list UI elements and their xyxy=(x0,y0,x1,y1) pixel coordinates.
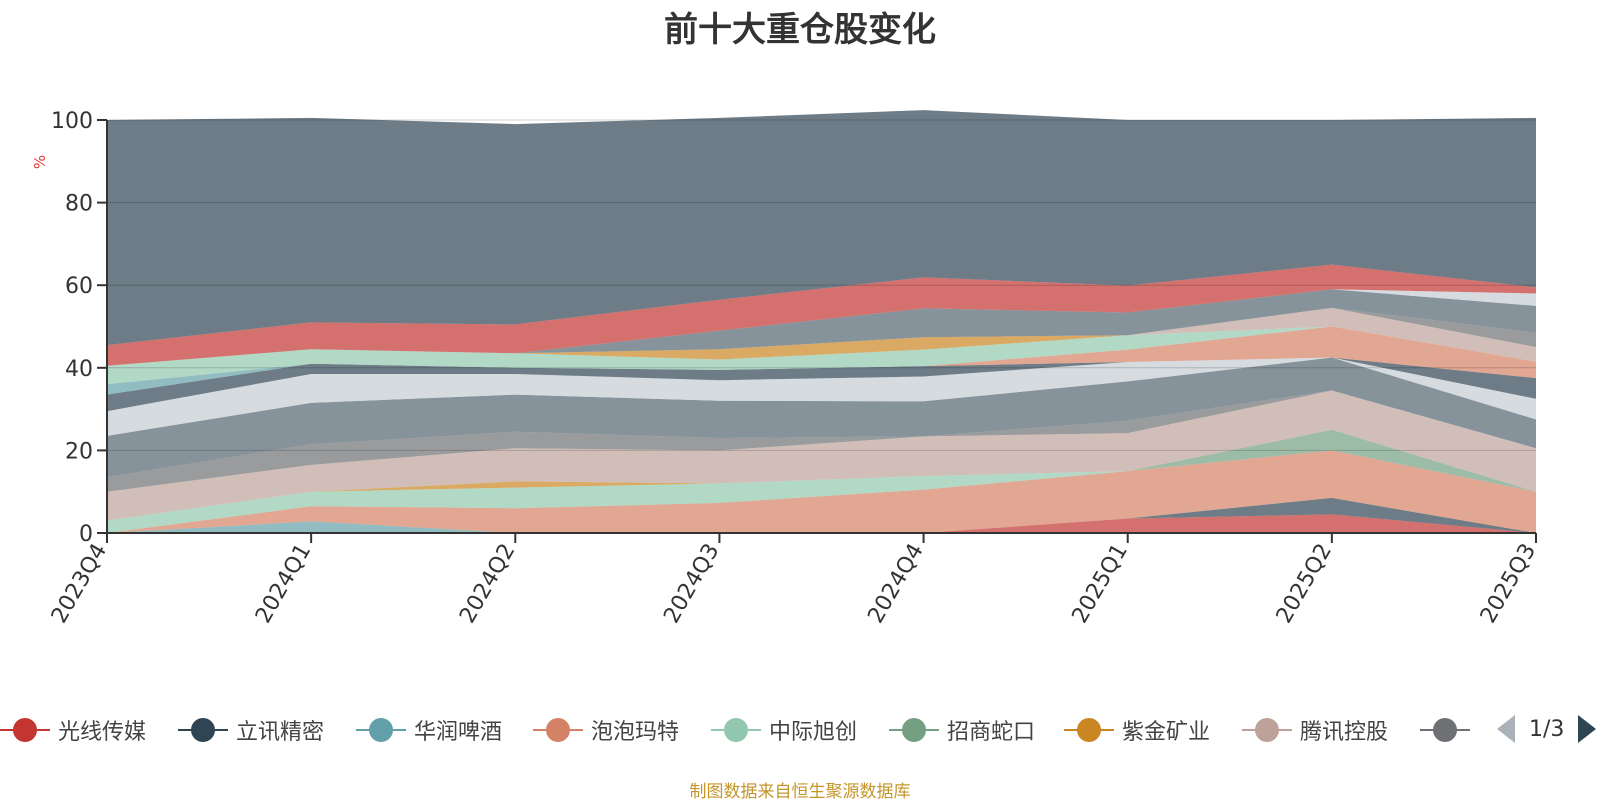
area-series-0[interactable] xyxy=(107,514,1536,533)
legend-marker-icon xyxy=(356,715,406,745)
legend-item[interactable]: 紫金矿业 xyxy=(1064,710,1210,750)
x-tick-label: 2024Q2 xyxy=(455,540,520,628)
legend-marker-icon xyxy=(178,715,228,745)
area-series-15[interactable] xyxy=(107,326,1536,366)
legend-item[interactable]: 光线传媒 xyxy=(0,710,146,750)
legend-label: 招商蛇口 xyxy=(947,720,1036,745)
area-series-4[interactable] xyxy=(107,450,1536,533)
area-series-10[interactable] xyxy=(107,357,1536,436)
legend-item[interactable]: 华润啤酒 xyxy=(356,710,502,750)
y-tick-label: 20 xyxy=(65,439,93,464)
y-tick-label: 40 xyxy=(65,357,93,382)
legend-pager: 1/3 xyxy=(1497,714,1597,744)
area-series-14[interactable] xyxy=(107,326,1536,385)
legend-label: 紫金矿业 xyxy=(1122,720,1211,745)
area-series-13[interactable] xyxy=(107,326,1536,385)
grid-lines xyxy=(107,119,1536,534)
data-source-note: 制图数据来自恒生聚源数据库 xyxy=(689,782,911,802)
area-series-8[interactable] xyxy=(107,390,1536,492)
x-tick-label: 2024Q3 xyxy=(659,540,724,628)
area-series-11[interactable] xyxy=(107,357,1536,412)
chart-plot: 0 20 40 60 80 100 2023Q4 2024Q1 2024Q2 2024Q3 2024… xyxy=(31,109,1541,628)
legend-item[interactable]: 腾讯控股 xyxy=(1242,710,1388,750)
x-tick-label: 2024Q4 xyxy=(863,540,928,628)
legend-label: 中际旭创 xyxy=(769,720,858,745)
legend-label: 光线传媒 xyxy=(58,720,147,745)
x-tick-label: 2025Q2 xyxy=(1272,540,1337,628)
legend-marker-icon xyxy=(1242,715,1292,745)
area-series-21[interactable] xyxy=(107,110,1536,346)
legend-item[interactable]: 招商蛇口 xyxy=(889,710,1035,750)
legend-marker-icon xyxy=(889,715,939,745)
y-tick-label: 0 xyxy=(79,522,93,547)
chart-legend: 光线传媒 立讯精密 华润啤酒 泡泡玛特 中际旭创 招商蛇口 紫金矿业 腾讯控股 宁德时代 xyxy=(0,710,1600,750)
area-series-3[interactable] xyxy=(107,450,1536,533)
area-series-1[interactable] xyxy=(107,497,1536,533)
area-series-9[interactable] xyxy=(107,357,1536,478)
x-tick-label: 2025Q3 xyxy=(1476,540,1541,628)
legend-page-indicator: 1/3 xyxy=(1529,716,1565,742)
legend-item[interactable]: 泡泡玛特 xyxy=(533,710,679,750)
legend-marker-icon xyxy=(711,715,761,745)
x-tick-label: 2025Q1 xyxy=(1068,540,1133,628)
stacked-areas xyxy=(107,110,1536,533)
legend-next-page-button[interactable] xyxy=(1578,715,1597,743)
legend-marker-icon xyxy=(1420,715,1470,745)
x-tick-label: 2023Q4 xyxy=(47,540,112,628)
area-series-20[interactable] xyxy=(107,264,1536,366)
legend-prev-page-button[interactable] xyxy=(1497,715,1515,743)
legend-marker-icon xyxy=(533,715,583,745)
legend-item[interactable]: 中际旭创 xyxy=(711,710,857,750)
area-series-18[interactable] xyxy=(107,289,1536,366)
y-tick-label: 60 xyxy=(65,274,93,299)
legend-marker-icon xyxy=(0,715,50,745)
legend-label: 立讯精密 xyxy=(236,720,325,745)
y-tick-label: 80 xyxy=(65,192,93,217)
legend-label: 泡泡玛特 xyxy=(591,720,680,745)
x-tick-label: 2024Q1 xyxy=(251,540,316,628)
legend-label: 腾讯控股 xyxy=(1300,720,1389,745)
area-series-7[interactable] xyxy=(107,390,1536,521)
y-axis-unit-label: % xyxy=(31,155,49,169)
legend-item[interactable]: 宁德时代 xyxy=(1420,710,1478,750)
legend-item[interactable]: 立讯精密 xyxy=(178,710,324,750)
y-tick-label: 100 xyxy=(51,109,93,134)
legend-label: 华润啤酒 xyxy=(414,720,503,745)
chart-title: 前十大重仓股变化 xyxy=(664,10,936,50)
legend-marker-icon xyxy=(1064,715,1114,745)
area-series-2[interactable] xyxy=(107,497,1536,533)
